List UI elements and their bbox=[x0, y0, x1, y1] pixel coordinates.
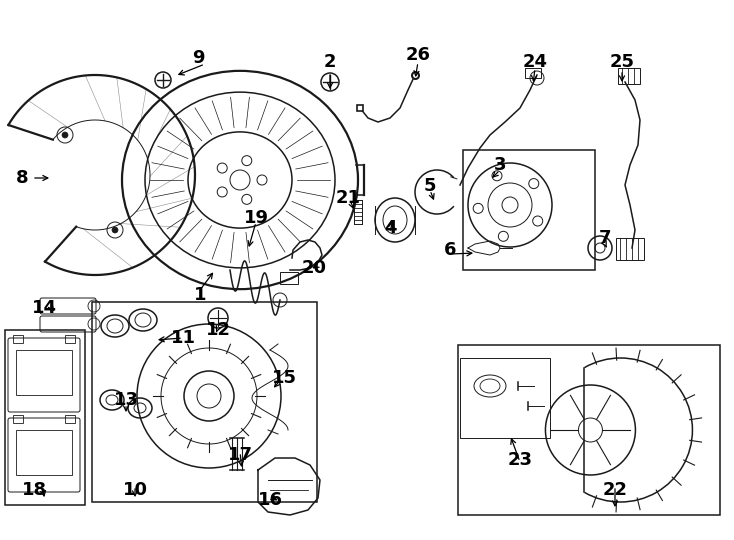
Text: 3: 3 bbox=[494, 156, 506, 174]
Text: 4: 4 bbox=[384, 219, 396, 237]
Text: 15: 15 bbox=[272, 369, 297, 387]
Circle shape bbox=[62, 132, 68, 138]
Circle shape bbox=[502, 197, 518, 213]
Text: 12: 12 bbox=[206, 321, 230, 339]
Text: 19: 19 bbox=[244, 209, 269, 227]
Text: 24: 24 bbox=[523, 53, 548, 71]
Bar bbox=[458, 345, 720, 515]
Text: 9: 9 bbox=[192, 49, 204, 67]
Text: 23: 23 bbox=[507, 451, 532, 469]
Text: 11: 11 bbox=[170, 329, 195, 347]
Text: 6: 6 bbox=[444, 241, 457, 259]
Bar bbox=[618, 68, 640, 84]
Text: 10: 10 bbox=[123, 481, 148, 499]
Text: 5: 5 bbox=[424, 177, 436, 195]
Text: 16: 16 bbox=[258, 491, 283, 509]
Text: 13: 13 bbox=[114, 391, 139, 409]
Bar bbox=[5, 330, 85, 505]
Bar bbox=[460, 358, 550, 438]
Bar bbox=[65, 335, 75, 343]
Text: 14: 14 bbox=[32, 299, 57, 317]
Text: 25: 25 bbox=[609, 53, 634, 71]
Bar bbox=[616, 238, 644, 260]
Text: 2: 2 bbox=[324, 53, 336, 71]
Bar bbox=[13, 415, 23, 423]
Bar bbox=[463, 150, 595, 270]
Text: 21: 21 bbox=[335, 189, 360, 207]
Bar bbox=[16, 350, 72, 395]
Text: 22: 22 bbox=[603, 481, 628, 499]
Bar bbox=[16, 430, 72, 475]
Text: 18: 18 bbox=[23, 481, 48, 499]
Bar bbox=[13, 335, 23, 343]
Bar bbox=[92, 302, 317, 502]
Text: 20: 20 bbox=[302, 259, 327, 277]
Text: 8: 8 bbox=[15, 169, 29, 187]
Bar bbox=[525, 68, 541, 78]
Bar bbox=[280, 272, 298, 284]
Bar bbox=[65, 415, 75, 423]
Text: 17: 17 bbox=[228, 446, 252, 464]
Text: 1: 1 bbox=[194, 286, 206, 304]
Text: 7: 7 bbox=[599, 229, 611, 247]
Text: 26: 26 bbox=[405, 46, 431, 64]
Circle shape bbox=[112, 227, 118, 233]
